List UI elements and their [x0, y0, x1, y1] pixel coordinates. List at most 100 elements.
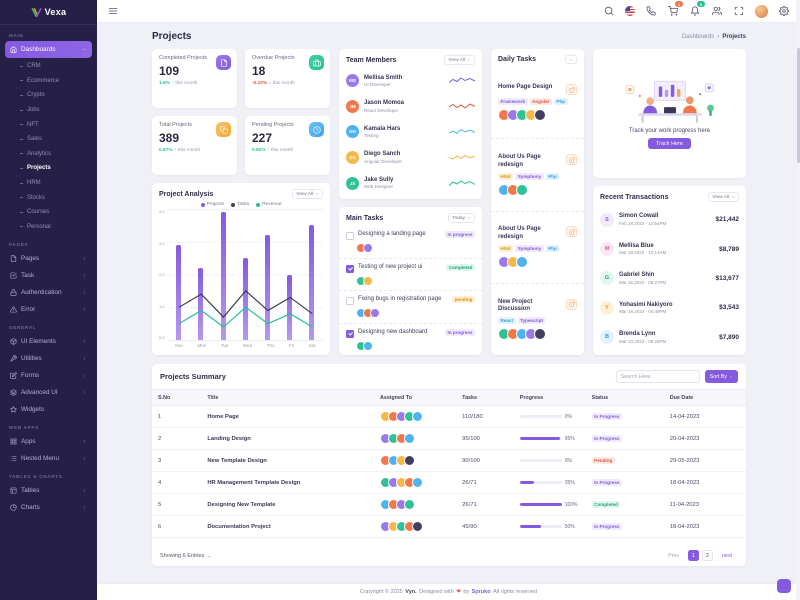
cart-button[interactable]: 1	[667, 1, 683, 17]
view-all-button[interactable]	[565, 55, 577, 64]
open-task-button[interactable]	[566, 84, 577, 96]
transaction-amount: $13,677	[715, 274, 740, 282]
sidebar-item-authentication[interactable]: Authentication	[5, 284, 92, 301]
page-footer: Copyright © 2025 Vyn. Designed with ❤ by…	[97, 583, 800, 600]
entries-count: Showing 6 Entries →	[160, 552, 212, 559]
task-checkbox[interactable]	[346, 264, 354, 273]
tag-badge: Php	[545, 244, 560, 252]
page-1-button[interactable]: 1	[687, 550, 699, 561]
scrollbar[interactable]	[796, 0, 800, 600]
heart-icon: ❤	[456, 589, 461, 595]
card-title: Project Analysis	[159, 190, 214, 198]
sidebar-subitem-ecommerce[interactable]: Ecommerce	[5, 74, 92, 89]
chart-bar	[309, 225, 315, 340]
tag-badge: Typescript	[517, 317, 546, 325]
sidebar-item-error[interactable]: Error	[5, 301, 92, 318]
sidebar-item-advanced-ui[interactable]: Advanced UI	[5, 384, 92, 401]
sidebar-subitem-projects[interactable]: Projects	[5, 161, 92, 176]
open-task-button[interactable]	[566, 154, 577, 166]
sidebar-subitem-analytics[interactable]: Analytics	[5, 147, 92, 162]
avatar: DS	[346, 151, 359, 165]
profile-avatar[interactable]	[755, 4, 768, 18]
task-checkbox[interactable]	[346, 329, 354, 338]
progress-bar	[519, 459, 562, 462]
open-task-button[interactable]	[566, 298, 577, 310]
avatar-group	[379, 521, 450, 532]
sidebar-item-task[interactable]: Task	[5, 267, 92, 284]
menu-toggle-button[interactable]	[107, 5, 119, 17]
external-link-icon	[569, 87, 575, 93]
footer-brand-link[interactable]: Spruko	[471, 589, 491, 595]
sidebar-subitem-sales[interactable]: Sales	[5, 132, 92, 147]
next-page-button[interactable]: next	[716, 552, 738, 560]
phone-button[interactable]	[645, 5, 657, 17]
sort-by-button[interactable]: Sort By	[704, 370, 738, 383]
axis-tick: 0.0	[159, 335, 165, 340]
promo-text: Track your work progress here	[628, 128, 711, 134]
sidebar-item-charts[interactable]: Charts	[5, 499, 92, 516]
sidebar-item-widgets[interactable]: Widgets	[5, 401, 92, 418]
category-label: Wed	[242, 343, 253, 348]
prev-page-button[interactable]: Prev	[662, 552, 685, 560]
view-all-button[interactable]: View All	[708, 192, 739, 202]
section-label-tables-charts: TABLES & CHARTS	[9, 474, 63, 480]
chart-line	[179, 291, 312, 317]
sidebar-subitem-jobs[interactable]: Jobs	[5, 103, 92, 118]
page-2-button[interactable]: 2	[701, 550, 713, 561]
sidebar-item-nested-menu[interactable]: Nested Menu	[5, 450, 92, 467]
chevron-down-icon	[569, 58, 573, 62]
scrollbar-thumb[interactable]	[796, 48, 800, 163]
external-link-icon	[569, 157, 575, 163]
sidebar-subitem-crm[interactable]: CRM	[5, 59, 92, 74]
app-logo[interactable]: Vexa	[0, 0, 97, 25]
trend-arrow-icon: ↑	[267, 148, 270, 154]
transaction-amount: $21,442	[715, 216, 740, 224]
sidebar-subitem-courses[interactable]: Courses	[5, 205, 92, 220]
status-badge: In Progress	[591, 434, 622, 442]
fullscreen-button[interactable]	[733, 5, 745, 17]
filter-dropdown[interactable]: Today	[448, 213, 475, 223]
view-all-button[interactable]: View All	[444, 55, 475, 65]
task-checkbox[interactable]	[346, 232, 354, 241]
sidebar-item-forms[interactable]: Forms	[5, 367, 92, 384]
sidebar-item-ui-elements[interactable]: UI Elements	[5, 333, 92, 350]
dash-icon	[20, 124, 23, 126]
task-checkbox[interactable]	[346, 297, 354, 306]
sidebar-subitem-personal[interactable]: Personal	[5, 220, 92, 235]
tag-badge: Php	[553, 98, 568, 106]
sidebar-subitem-stocks[interactable]: Stocks	[5, 190, 92, 205]
settings-button[interactable]	[778, 5, 790, 17]
card-title: Main Tasks	[346, 214, 384, 222]
search-input[interactable]	[615, 370, 700, 383]
sidebar-item-tables[interactable]: Tables	[5, 482, 92, 499]
sidebar-item-pages[interactable]: Pages	[5, 250, 92, 267]
analysis-chart-yaxis: 4.0 3.0 2.0 1.0 0.0	[159, 209, 168, 351]
sparkline-chart	[449, 154, 475, 160]
team-members-card: Team Members View All MS Mellisa Smith UI…	[339, 49, 482, 199]
sidebar-item-utilities[interactable]: Utilities	[5, 350, 92, 367]
related-apps-button[interactable]	[711, 5, 723, 17]
dash-icon	[20, 182, 23, 184]
view-all-button[interactable]: View All	[292, 189, 323, 199]
axis-tick: 3.0	[159, 240, 165, 246]
sidebar-subitem-hrm[interactable]: HRM	[5, 176, 92, 191]
breadcrumb-parent[interactable]: Dashboards	[681, 33, 715, 40]
us-flag-icon[interactable]	[625, 6, 635, 16]
notifications-button[interactable]: 5	[689, 1, 705, 17]
search-button[interactable]	[603, 5, 615, 17]
track-here-button[interactable]: Track Here	[648, 138, 691, 149]
sidebar-subitem-crypto[interactable]: Crypto	[5, 88, 92, 103]
open-task-button[interactable]	[566, 226, 577, 238]
avatar	[411, 521, 423, 532]
sidebar-item-dashboards[interactable]: Dashboards	[5, 41, 92, 58]
transactions-list: S Simon Cowall Feb 28,2023 - 12:54PM $21,…	[593, 205, 746, 355]
dash-icon	[20, 109, 23, 111]
promo-card: Track your work progress here Track Here	[593, 49, 746, 178]
sidebar-item-apps[interactable]: Apps	[5, 433, 92, 450]
tool-icon	[10, 355, 17, 362]
phone-icon	[646, 6, 656, 16]
transaction-row: G Gabriel Shin Mar 16,2023 - 05:27PM $13,…	[593, 271, 746, 286]
sidebar-subitem-nft[interactable]: NFT	[5, 117, 92, 132]
scroll-top-button[interactable]	[777, 579, 791, 593]
avatar	[403, 433, 415, 444]
